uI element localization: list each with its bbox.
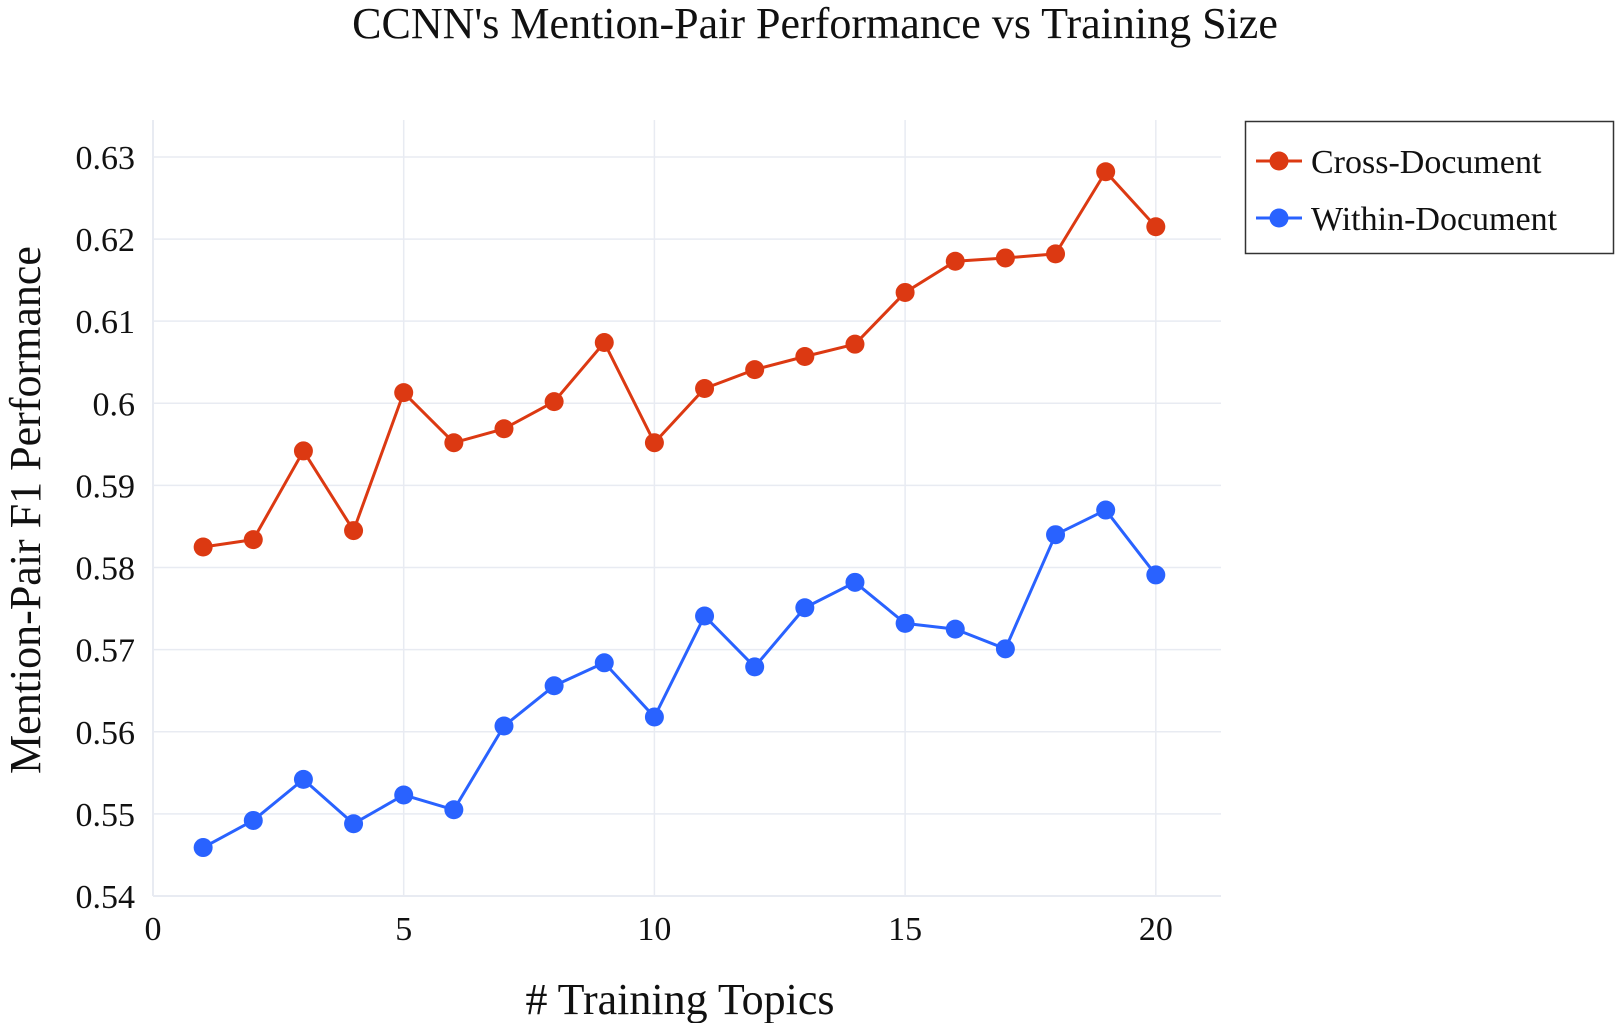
data-point-within-document[interactable] xyxy=(193,838,213,858)
y-tick-label: 0.62 xyxy=(76,222,136,259)
y-tick-label: 0.54 xyxy=(76,879,136,916)
data-point-cross-document[interactable] xyxy=(895,282,915,302)
series-layer xyxy=(193,162,1166,858)
data-point-cross-document[interactable] xyxy=(344,521,364,541)
series-within-document xyxy=(193,500,1166,858)
data-point-cross-document[interactable] xyxy=(1046,244,1066,264)
y-tick-label: 0.61 xyxy=(76,304,136,341)
data-point-cross-document[interactable] xyxy=(995,248,1015,268)
data-point-within-document[interactable] xyxy=(344,814,364,834)
chart-title: CCNN's Mention-Pair Performance vs Train… xyxy=(352,0,1278,48)
legend-item-cross-document[interactable]: Cross-Document xyxy=(1256,144,1542,181)
data-point-within-document[interactable] xyxy=(444,800,464,820)
axes: 0.54 0.55 0.56 0.57 0.58 0.59 0.6 0.61 0.62 0.63 0… xyxy=(76,120,1221,948)
data-point-within-document[interactable] xyxy=(293,769,313,789)
y-tick-label: 0.6 xyxy=(93,386,136,423)
legend-label-within-document: Within-Document xyxy=(1311,201,1558,238)
data-point-within-document[interactable] xyxy=(895,613,915,633)
data-point-cross-document[interactable] xyxy=(695,379,715,399)
data-point-within-document[interactable] xyxy=(945,619,965,639)
legend: Cross-Document Within-Document xyxy=(1244,120,1615,255)
legend-marker-cross-document xyxy=(1269,151,1289,171)
series-line-cross-document xyxy=(202,170,1157,549)
data-point-within-document[interactable] xyxy=(995,639,1015,659)
data-point-cross-document[interactable] xyxy=(544,392,564,412)
legend-label-cross-document: Cross-Document xyxy=(1311,144,1542,181)
data-point-cross-document[interactable] xyxy=(1096,162,1116,182)
data-point-cross-document[interactable] xyxy=(494,419,514,439)
x-tick-label: 10 xyxy=(637,911,671,948)
x-axis-title: # Training Topics xyxy=(525,975,834,1023)
data-point-within-document[interactable] xyxy=(695,606,715,626)
data-point-within-document[interactable] xyxy=(544,676,564,696)
data-point-cross-document[interactable] xyxy=(193,537,213,557)
x-tick-label: 0 xyxy=(145,911,162,948)
data-point-cross-document[interactable] xyxy=(1146,217,1166,237)
data-point-within-document[interactable] xyxy=(1096,500,1116,520)
data-point-within-document[interactable] xyxy=(1146,565,1166,585)
y-tick-label: 0.56 xyxy=(76,715,136,752)
data-point-within-document[interactable] xyxy=(394,785,414,805)
data-point-cross-document[interactable] xyxy=(293,441,313,461)
data-point-within-document[interactable] xyxy=(1046,525,1066,545)
data-point-within-document[interactable] xyxy=(243,810,263,830)
data-point-cross-document[interactable] xyxy=(594,333,614,353)
legend-marker-within-document xyxy=(1269,208,1289,228)
data-point-cross-document[interactable] xyxy=(945,251,965,271)
data-point-within-document[interactable] xyxy=(594,653,614,673)
x-tick-label: 15 xyxy=(888,911,922,948)
y-tick-label: 0.55 xyxy=(76,797,136,834)
y-tick-label: 0.59 xyxy=(76,468,136,505)
data-point-within-document[interactable] xyxy=(795,598,815,618)
data-point-within-document[interactable] xyxy=(494,716,514,736)
grid-lines xyxy=(153,120,1221,896)
data-point-within-document[interactable] xyxy=(644,707,664,727)
legend-item-within-document[interactable]: Within-Document xyxy=(1256,201,1558,238)
data-point-cross-document[interactable] xyxy=(243,530,263,550)
data-point-cross-document[interactable] xyxy=(745,360,765,380)
x-tick-label: 20 xyxy=(1139,911,1173,948)
data-point-cross-document[interactable] xyxy=(394,383,414,403)
y-axis-title: Mention-Pair F1 Performance xyxy=(1,246,50,774)
data-point-within-document[interactable] xyxy=(745,657,765,677)
series-cross-document xyxy=(193,162,1166,557)
data-point-within-document[interactable] xyxy=(845,572,865,592)
y-tick-label: 0.63 xyxy=(76,140,136,177)
data-point-cross-document[interactable] xyxy=(845,334,865,354)
x-tick-label: 5 xyxy=(395,911,412,948)
legend-box xyxy=(1244,120,1615,255)
data-point-cross-document[interactable] xyxy=(444,433,464,453)
data-point-cross-document[interactable] xyxy=(644,433,664,453)
y-tick-label: 0.58 xyxy=(76,551,136,588)
series-line-within-document xyxy=(202,508,1158,849)
y-tick-label: 0.57 xyxy=(76,633,136,670)
data-point-cross-document[interactable] xyxy=(795,346,815,366)
